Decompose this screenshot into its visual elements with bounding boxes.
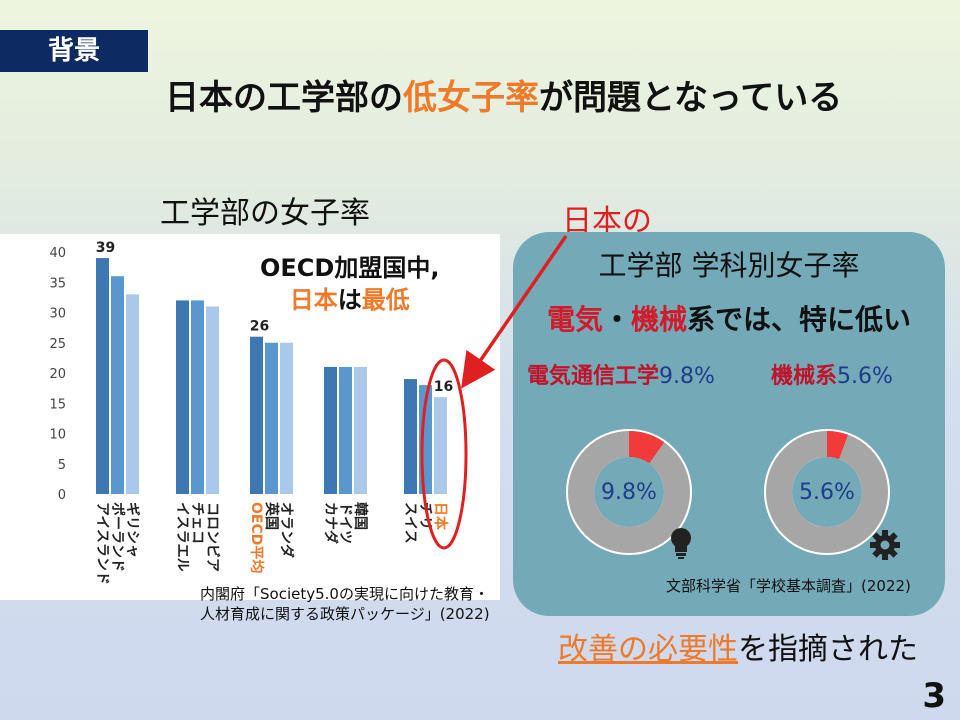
donut-slice xyxy=(628,431,665,464)
y-tick-label: 40 xyxy=(49,246,66,261)
card-sub-electric: 電気 xyxy=(546,303,603,336)
x-tick-label: アイスランド xyxy=(94,502,110,585)
gear-icon xyxy=(870,530,900,560)
donut-slice xyxy=(826,431,849,460)
y-tick-label: 5 xyxy=(58,458,66,473)
callout-lowest: 最低 xyxy=(361,286,410,314)
left-donut-label: 電気通信工学9.8% xyxy=(527,358,715,390)
callout-wa: は xyxy=(337,286,362,314)
donut-hole xyxy=(594,457,664,527)
lightbulb-icon xyxy=(671,528,691,559)
donut-hole xyxy=(792,457,862,527)
callout-text: OECD加盟国中, 日本は最低 xyxy=(260,252,439,316)
bar-value-label: 16 xyxy=(434,379,453,395)
left-source-line2: 人材育成に関する政策パッケージ」(2022) xyxy=(200,605,490,623)
note-underlined: 改善の必要性 xyxy=(558,632,738,667)
x-tick-label: 英国 xyxy=(263,501,280,530)
x-tick-label: ギリシャ xyxy=(124,502,141,558)
right-label-name: 機械系 xyxy=(771,364,838,389)
x-tick-label: ポーランド xyxy=(109,502,126,572)
left-label-name: 電気通信工学 xyxy=(527,364,660,389)
donut-left xyxy=(566,429,692,555)
bar-value-label: 26 xyxy=(250,319,269,335)
title-highlight: 低女子率 xyxy=(403,78,539,118)
bar-スイス xyxy=(404,379,417,494)
donut-left-center: 9.8% xyxy=(601,480,657,505)
donut-right-center: 5.6% xyxy=(799,480,855,505)
x-tick-label: 日本 xyxy=(432,502,449,531)
donut-charts: 9.8% 5.6% xyxy=(566,429,900,560)
card-sub-mechanical: 機械 xyxy=(631,303,688,336)
card-sub-dot: ・ xyxy=(602,303,631,336)
bar-ドイツ xyxy=(339,366,352,494)
bar-日本 xyxy=(434,397,447,494)
x-tick-label: 韓国 xyxy=(352,502,369,530)
bar-チェコ xyxy=(191,300,204,494)
bar-OECD平均 xyxy=(250,336,263,494)
x-tick-label: コロンビア xyxy=(204,502,220,572)
y-tick-label: 0 xyxy=(58,488,66,503)
x-tick-label: ドイツ xyxy=(337,502,353,544)
x-tick-label: カナダ xyxy=(322,502,339,544)
bar-chart-panel: 0 5 10 15 20 25 30 35 40 39 アイスランド ポーランド ギリシャ イスラエル チェ… xyxy=(0,234,500,600)
card-subtitle: 電気・機械系では、特に低い xyxy=(513,298,945,338)
title-pre: 日本の工学部の xyxy=(165,78,403,118)
bar-ギリシャ xyxy=(126,294,139,494)
callout-line1: OECD加盟国中, xyxy=(260,254,440,282)
x-tick-label: OECD平均 xyxy=(248,502,265,573)
section-tag: 背景 xyxy=(0,30,148,72)
bar-value-label: 39 xyxy=(96,240,115,256)
y-tick-label: 15 xyxy=(49,397,66,412)
left-source: 内閣府「Society5.0の実現に向けた教育・ 人材育成に関する政策パッケージ… xyxy=(200,584,490,624)
title-post: が問題となっている xyxy=(539,78,843,118)
y-tick-label: 35 xyxy=(49,276,66,291)
bar-chart: 0 5 10 15 20 25 30 35 40 39 アイスランド ポーランド ギリシャ イスラエル チェ… xyxy=(49,240,453,585)
donut-right xyxy=(764,429,890,555)
bar-イスラエル xyxy=(176,300,189,494)
x-tick-label: スイス xyxy=(402,502,418,544)
bar-カナダ xyxy=(324,366,337,494)
right-donut-label: 機械系5.6% xyxy=(771,358,893,390)
bar-韓国 xyxy=(354,366,367,494)
note-rest: を指摘された xyxy=(738,632,918,667)
bar-オランダ xyxy=(280,342,293,494)
bar-チリ xyxy=(419,385,432,494)
y-tick-label: 10 xyxy=(49,428,66,443)
right-label-value: 5.6% xyxy=(837,364,893,389)
bar-英国 xyxy=(265,342,278,494)
x-tick-label: チリ xyxy=(417,502,433,530)
bar-コロンビア xyxy=(206,306,219,494)
x-tick-label: オランダ xyxy=(278,502,295,558)
page-number: 3 xyxy=(922,676,946,716)
callout-japan: 日本 xyxy=(289,286,338,314)
page-title: 日本の工学部の低女子率が問題となっている xyxy=(165,70,842,119)
left-source-line1: 内閣府「Society5.0の実現に向けた教育・ xyxy=(200,585,489,603)
y-tick-label: 20 xyxy=(49,367,66,382)
bar-アイスランド xyxy=(96,258,109,494)
right-source: 文部科学省「学校基本調査」(2022) xyxy=(666,577,911,595)
card-title: 工学部 学科別女子率 xyxy=(598,249,860,282)
x-tick-label: チェコ xyxy=(189,502,205,544)
left-label-value: 9.8% xyxy=(659,364,715,389)
y-tick-label: 30 xyxy=(49,307,66,322)
card-sub-rest: 系では、特に低い xyxy=(687,303,912,336)
y-tick-label: 25 xyxy=(49,337,66,352)
bar-ポーランド xyxy=(111,276,124,494)
x-tick-label: イスラエル xyxy=(174,502,190,572)
chart-subtitle: 工学部の女子率 xyxy=(160,196,370,231)
department-card: 工学部 学科別女子率 電気・機械系では、特に低い 電気通信工学9.8% 機械系5… xyxy=(513,232,945,616)
bottom-note: 改善の必要性を指摘された xyxy=(558,624,918,668)
